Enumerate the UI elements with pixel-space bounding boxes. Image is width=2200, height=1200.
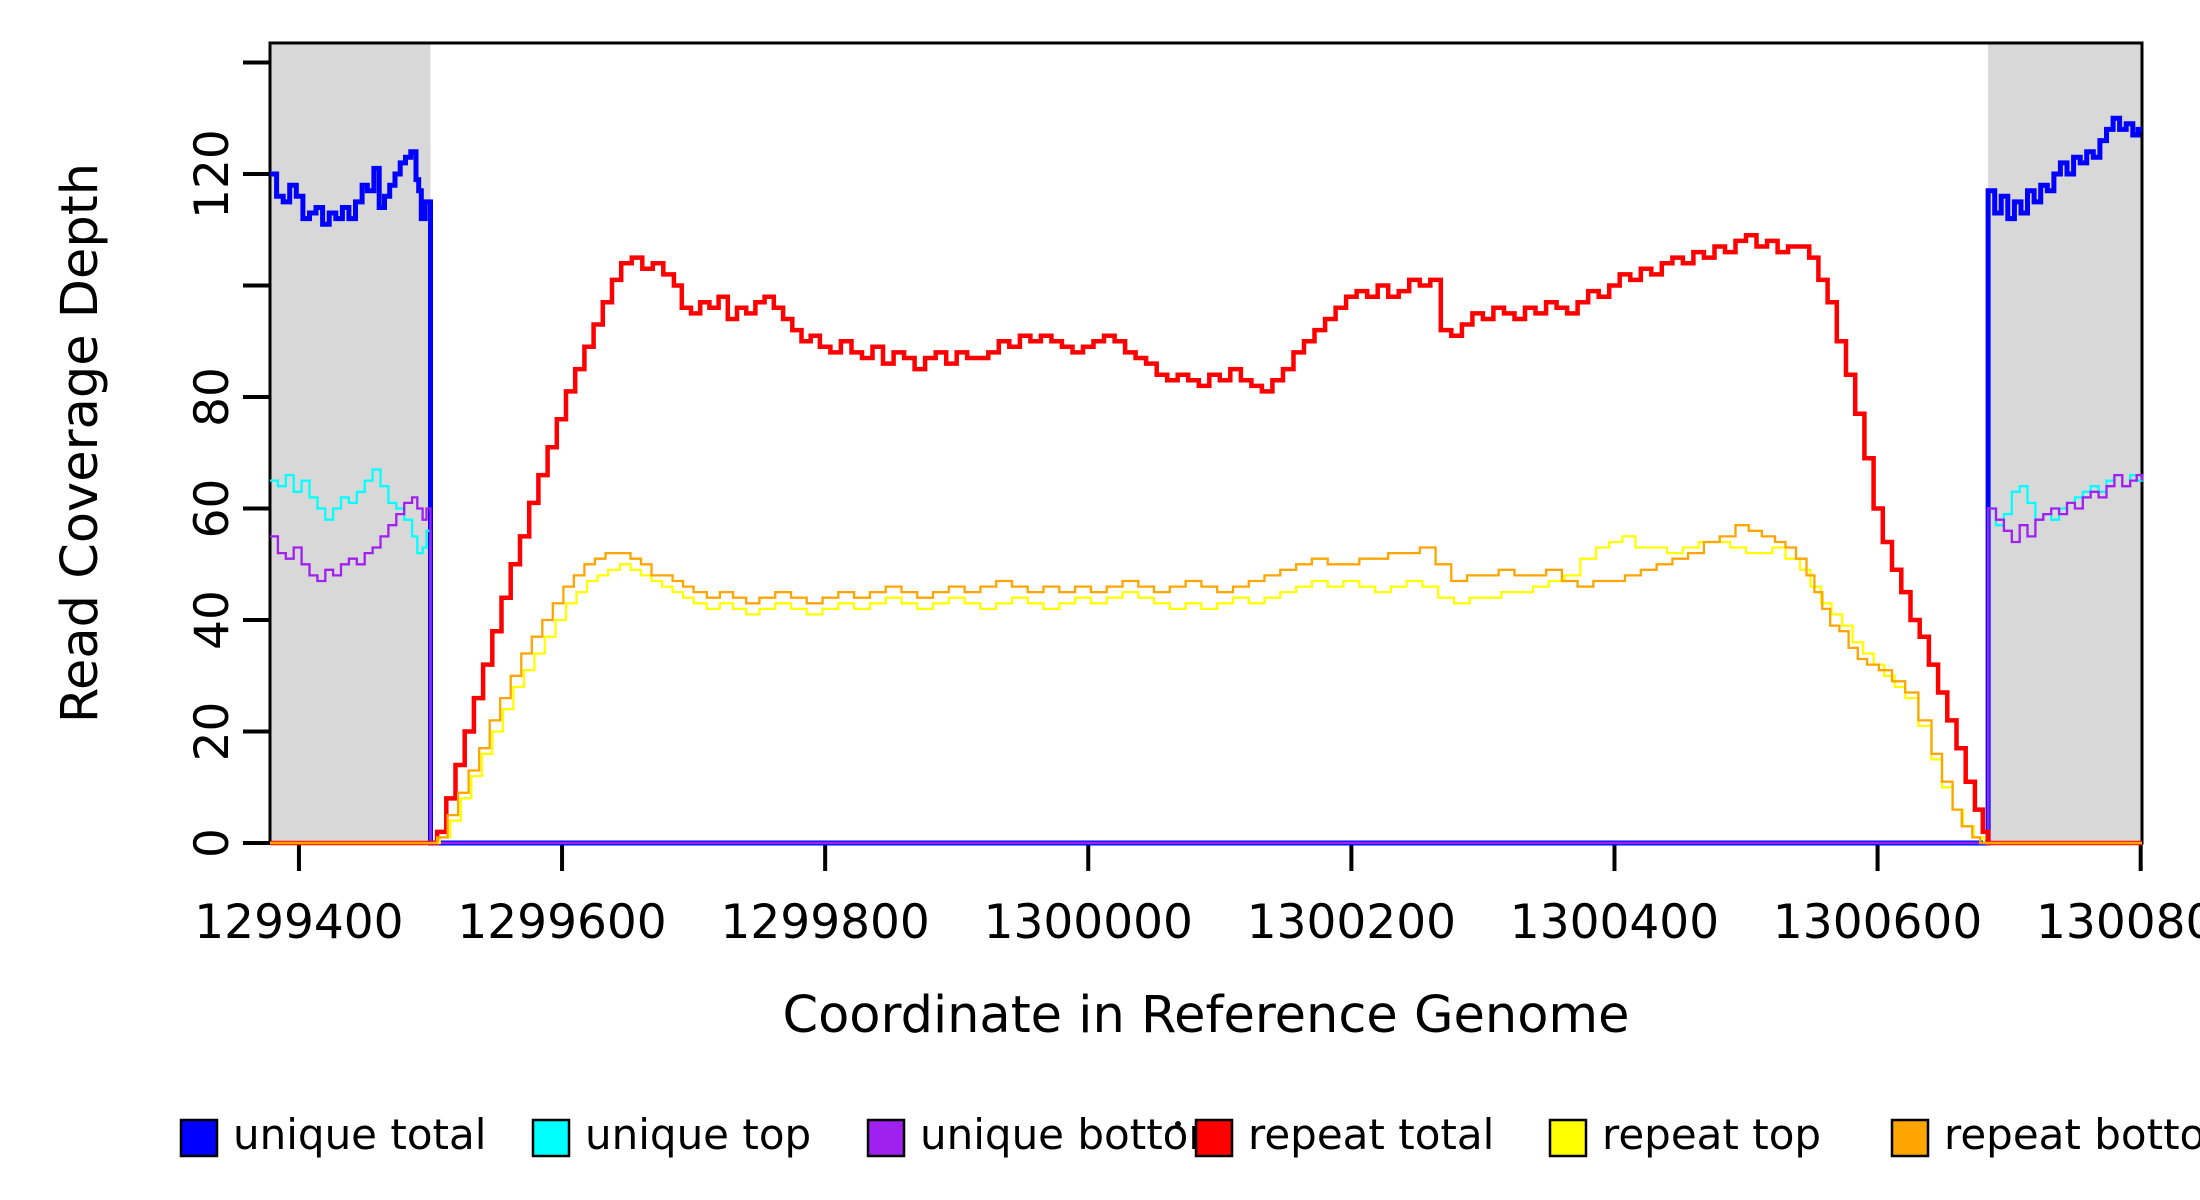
legend-swatch-repeat-top — [1548, 1118, 1588, 1158]
legend-label: repeat bottom — [1944, 1110, 2200, 1159]
x-tick-label: 1300000 — [984, 895, 1193, 950]
series-line-unique-total — [270, 115, 2142, 846]
x-tick-label: 1300200 — [1247, 895, 1456, 950]
y-tick-label: 80 — [185, 367, 240, 427]
legend-item-unique-total: unique total — [179, 1110, 486, 1159]
legend-label: unique bottom — [920, 1110, 1229, 1159]
series-line-repeat-total — [270, 233, 2142, 846]
shaded-region-0 — [270, 43, 431, 843]
y-tick-label: 0 — [185, 828, 240, 858]
y-axis-title: Read Coverage Depth — [51, 163, 110, 723]
series-line-unique-bottom — [270, 473, 2144, 845]
y-tick-label: 60 — [185, 479, 240, 539]
x-tick-label: 1300400 — [1510, 895, 1719, 950]
series-lines — [270, 115, 2144, 846]
legend-swatch-repeat-total — [1194, 1118, 1234, 1158]
legend-label: unique top — [585, 1110, 811, 1159]
legend-item-unique-top: unique top — [531, 1110, 811, 1159]
series-line-unique-top — [270, 468, 2144, 845]
legend: unique total unique top unique bottom repea… — [179, 1110, 2200, 1159]
y-tick-label: 120 — [185, 129, 240, 219]
x-tick-label: 1299800 — [720, 895, 929, 950]
x-tick-label: 1300600 — [1773, 895, 1982, 950]
x-tick-label: 1299600 — [457, 895, 666, 950]
x-axis-title: Coordinate in Reference Genome — [782, 986, 1629, 1045]
legend-item-repeat-total: repeat total — [1194, 1110, 1494, 1159]
legend-label: repeat total — [1248, 1110, 1494, 1159]
axes: 1299400 1299600 1299800 1300000 1300200 13004… — [185, 41, 2200, 950]
series-line-repeat-top — [270, 535, 2142, 845]
legend-swatch-repeat-bottom — [1890, 1118, 1930, 1158]
legend-label: unique total — [233, 1110, 486, 1159]
legend-item-repeat-bottom: repeat bottom — [1890, 1110, 2200, 1159]
plot-box — [268, 41, 2144, 845]
x-tick-label: 1299400 — [194, 895, 403, 950]
series-line-repeat-bottom — [270, 524, 2142, 845]
legend-label: repeat top — [1602, 1110, 1821, 1159]
legend-swatch-unique-bottom — [866, 1118, 906, 1158]
legend-swatch-unique-top — [531, 1118, 571, 1158]
legend-item-repeat-top: repeat top — [1548, 1110, 1821, 1159]
stray-dot — [1175, 1121, 1181, 1127]
x-tick-label: 1300800 — [2036, 895, 2200, 950]
legend-item-unique-bottom: unique bottom — [866, 1110, 1229, 1159]
y-tick-label: 40 — [185, 590, 240, 650]
y-tick-label: 20 — [185, 702, 240, 762]
legend-swatch-unique-total — [179, 1118, 219, 1158]
shaded-regions — [270, 43, 2142, 843]
